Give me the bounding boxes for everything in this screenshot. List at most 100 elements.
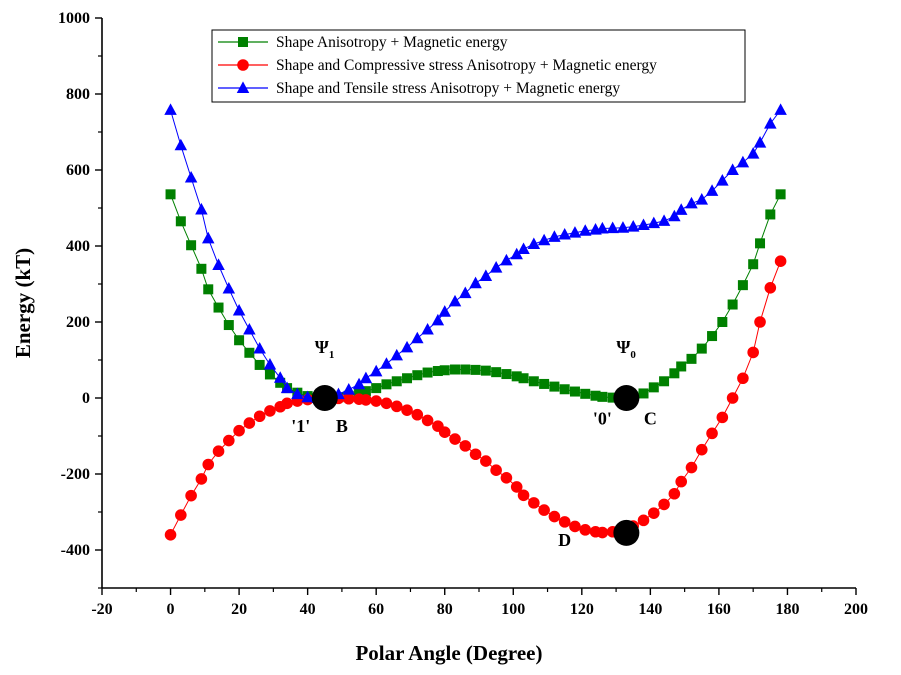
x-tick-label: 120: [570, 601, 594, 618]
data-point-triangle: [243, 323, 256, 335]
data-point-triangle: [537, 233, 551, 246]
data-point-square: [737, 280, 748, 291]
x-tick-label: 100: [501, 601, 525, 618]
data-point-square: [165, 189, 176, 200]
data-point-square: [480, 365, 491, 376]
data-point-circle: [195, 473, 208, 485]
data-point-triangle: [236, 81, 250, 93]
data-point-circle: [500, 472, 513, 484]
data-point-circle: [243, 417, 256, 429]
data-point-circle: [342, 392, 355, 405]
series-1: [165, 189, 786, 403]
data-point-circle: [658, 498, 670, 511]
data-point-circle: [558, 516, 571, 528]
data-point-circle: [695, 443, 708, 456]
data-point-triangle: [390, 348, 403, 361]
data-point-square: [727, 299, 738, 310]
data-point-square: [607, 392, 618, 403]
y-tick-label: 200: [66, 314, 90, 331]
y-tick-label: -200: [61, 466, 90, 483]
data-point-triangle: [626, 220, 640, 232]
data-point-square: [765, 209, 776, 220]
data-point-circle: [510, 481, 523, 493]
data-point-square: [580, 388, 591, 399]
data-point-square: [686, 353, 697, 364]
data-point-triangle: [510, 247, 523, 260]
data-point-triangle: [273, 371, 287, 383]
data-point-square: [391, 376, 402, 387]
data-point-square: [238, 37, 248, 47]
data-point-circle: [685, 461, 698, 474]
data-point-triangle: [774, 103, 787, 115]
data-point-square: [439, 365, 450, 376]
data-point-triangle: [657, 214, 671, 226]
x-tick-label: 200: [844, 601, 868, 618]
highlight-dot: [311, 385, 338, 411]
data-point-triangle: [695, 193, 709, 205]
data-point-triangle: [746, 147, 760, 159]
data-point-circle: [747, 346, 759, 359]
data-point-triangle: [668, 209, 681, 222]
data-point-triangle: [736, 155, 750, 168]
data-point-circle: [185, 489, 197, 502]
x-tick-label: -20: [91, 601, 112, 618]
data-point-circle: [449, 433, 461, 445]
data-point-circle: [480, 455, 492, 467]
data-point-square: [244, 347, 255, 358]
data-point-circle: [569, 520, 581, 533]
data-point-triangle: [359, 371, 373, 384]
data-point-square: [775, 189, 786, 200]
data-point-triangle: [301, 390, 314, 403]
data-point-triangle: [400, 340, 414, 353]
data-point-square: [528, 376, 539, 387]
data-point-square: [696, 343, 707, 354]
data-point-triangle: [500, 253, 513, 266]
data-point-square: [470, 364, 481, 375]
data-point-circle: [237, 59, 249, 71]
data-point-circle: [528, 497, 540, 509]
y-tick-label: 400: [66, 238, 90, 255]
data-point-square: [432, 366, 443, 377]
data-point-triangle: [685, 196, 698, 209]
data-point-triangle: [380, 357, 393, 369]
data-point-circle: [637, 514, 650, 527]
data-point-square: [707, 331, 718, 342]
y-tick-label: 1000: [58, 10, 90, 27]
data-point-circle: [411, 408, 424, 421]
data-point-circle: [380, 397, 393, 410]
data-point-triangle: [489, 261, 503, 273]
data-point-triangle: [438, 305, 451, 317]
data-point-circle: [390, 400, 403, 413]
data-point-square: [381, 379, 392, 390]
data-point-triangle: [280, 381, 294, 394]
data-point-square: [213, 302, 224, 313]
highlight-dot: [613, 519, 640, 546]
data-point-triangle: [342, 383, 356, 395]
series-line: [170, 261, 782, 536]
data-point-triangle: [568, 226, 582, 238]
x-tick-label: 40: [300, 601, 316, 618]
data-point-triangle: [517, 242, 530, 254]
data-point-triangle: [558, 228, 571, 240]
data-point-circle: [370, 395, 382, 407]
data-point-circle: [459, 440, 472, 452]
data-point-triangle: [716, 174, 729, 186]
legend-box: [211, 29, 746, 103]
data-point-circle: [223, 434, 235, 447]
data-point-square: [264, 369, 275, 380]
data-point-square: [422, 367, 433, 378]
data-point-circle: [579, 524, 592, 536]
data-point-circle: [490, 464, 502, 477]
data-point-triangle: [164, 103, 177, 115]
data-point-triangle: [674, 203, 688, 215]
x-tick-label: 0: [167, 601, 175, 618]
data-point-triangle: [616, 221, 630, 233]
data-point-circle: [754, 316, 766, 328]
data-point-circle: [281, 397, 293, 410]
data-point-square: [648, 382, 659, 393]
data-point-square: [186, 240, 197, 251]
data-point-circle: [264, 405, 276, 417]
annotation-psi: Ψ0: [616, 337, 636, 361]
data-point-square: [501, 369, 512, 380]
